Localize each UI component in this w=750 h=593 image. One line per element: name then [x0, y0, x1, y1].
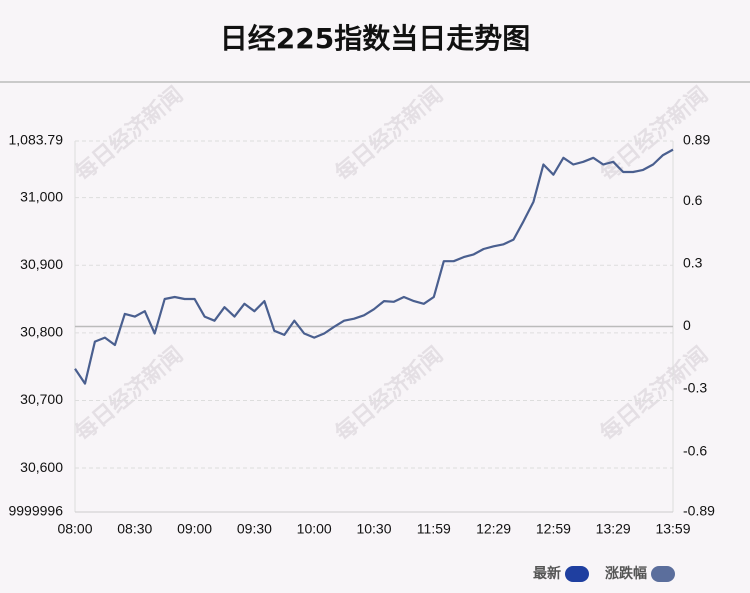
x-tick-label: 10:00	[297, 521, 332, 537]
y-tick-label: 30,600	[20, 459, 63, 475]
price-line	[74, 148, 674, 385]
legend-swatch	[565, 566, 589, 582]
y2-tick-label: 0.6	[683, 192, 703, 208]
y2-tick-label: -0.3	[683, 380, 707, 396]
legend-label: 涨跌幅	[605, 565, 647, 582]
x-tick-label: 10:30	[356, 521, 391, 537]
y2-tick-label: 0.3	[683, 255, 703, 271]
legend-label: 最新	[533, 565, 561, 582]
y2-tick-label: 0.89	[683, 132, 710, 148]
y-tick-label: 30,800	[20, 324, 63, 340]
chart-title: 日经225指数当日走势图	[220, 22, 530, 55]
x-tick-label: 13:59	[655, 521, 690, 537]
y-tick-label: 1,083.79	[9, 132, 64, 148]
legend-swatch	[651, 566, 675, 582]
x-tick-label: 08:30	[117, 521, 152, 537]
y-tick-label: 31,000	[20, 188, 63, 204]
y-tick-label: 30,700	[20, 391, 63, 407]
y2-tick-label: 0	[683, 317, 691, 333]
y2-tick-label: -0.6	[683, 442, 707, 458]
x-tick-label: 08:00	[57, 521, 92, 537]
x-tick-label: 09:30	[237, 521, 272, 537]
x-tick-label: 12:59	[536, 521, 571, 537]
x-tick-label: 13:29	[596, 521, 631, 537]
y-tick-label: 9999996	[8, 503, 63, 519]
y2-tick-label: -0.89	[683, 503, 715, 519]
x-tick-label: 09:00	[177, 521, 212, 537]
x-tick-label: 11:59	[417, 521, 451, 537]
y-tick-label: 30,900	[20, 256, 63, 272]
x-tick-label: 12:29	[476, 521, 511, 537]
